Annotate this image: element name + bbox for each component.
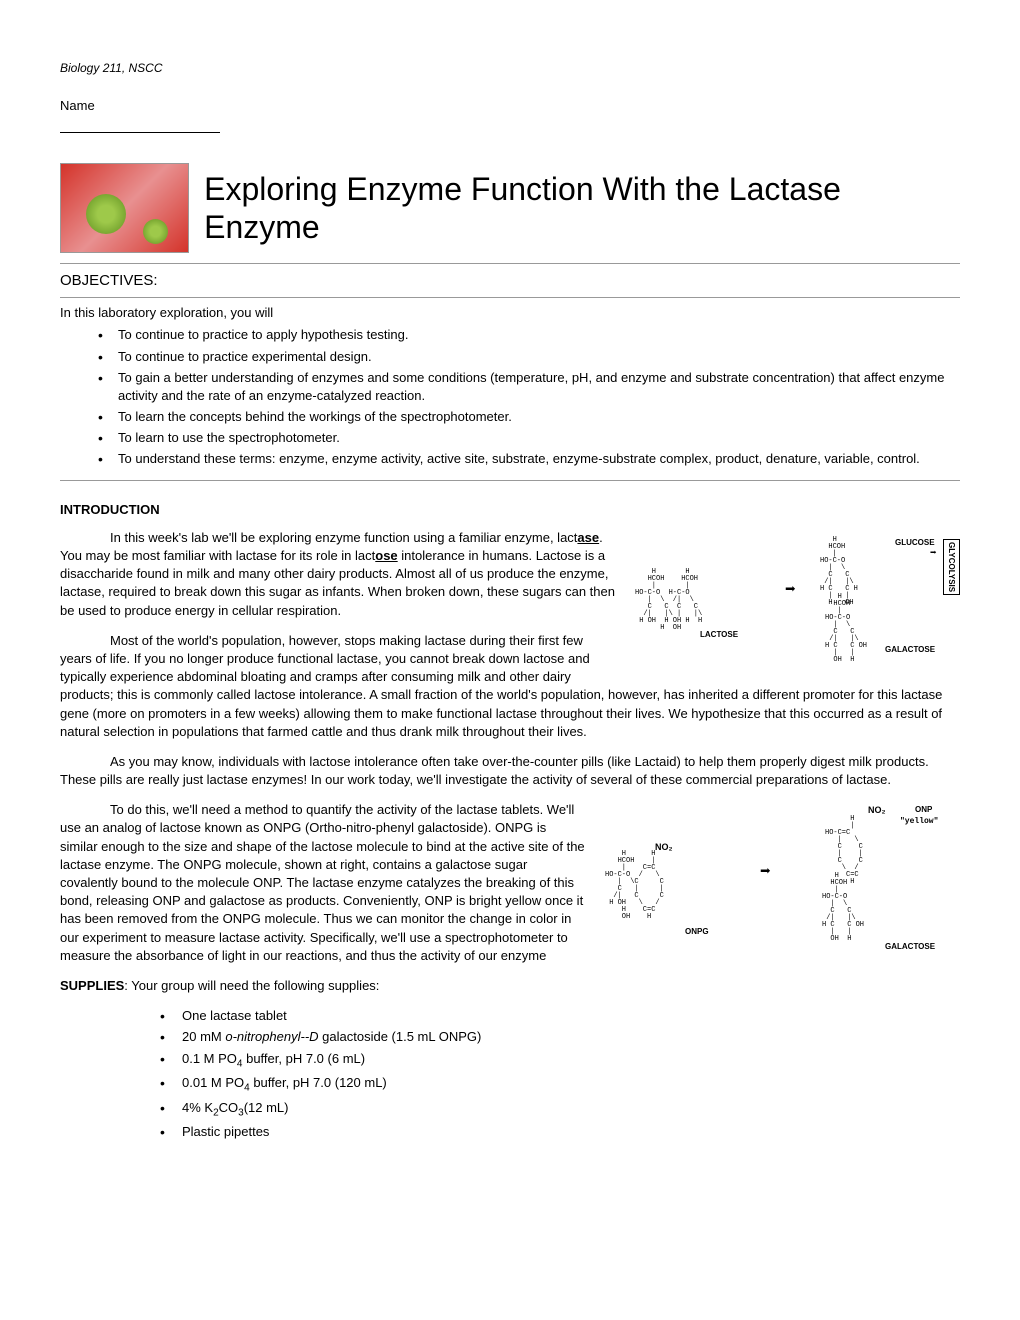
lactose-structure: H H HCOH HCOH | | HO-C-O H-C-O | \ /| \ … bbox=[635, 569, 702, 632]
name-field-row: Name bbox=[60, 97, 960, 133]
supply-item: 0.01 M PO4 buffer, pH 7.0 (120 mL) bbox=[160, 1074, 960, 1096]
onpg-structure: H H HCOH | | C=C HO-C-O / \ | \C C C | |… bbox=[605, 851, 664, 921]
supply-item: 20 mM o-nitrophenyl--D galactoside (1.5 … bbox=[160, 1028, 960, 1046]
name-underline bbox=[60, 119, 220, 133]
introduction-title: INTRODUCTION bbox=[60, 501, 960, 519]
galactose-structure-2: H HCOH | HO-C-O | \ C C /| |\ H C C OH |… bbox=[822, 873, 864, 943]
supplies-title: SUPPLIES bbox=[60, 978, 124, 993]
lactose-label: LACTOSE bbox=[700, 629, 738, 640]
galactose-structure: H HCOH | HO-C-O | \ C C /| |\ H C C OH |… bbox=[825, 594, 867, 664]
header-microbe-image bbox=[60, 163, 189, 253]
glycolysis-label: GLYCOLYSIS bbox=[943, 539, 960, 595]
objectives-header: OBJECTIVES: bbox=[60, 263, 960, 298]
name-label: Name bbox=[60, 98, 95, 113]
lactose-reaction-diagram: H H HCOH HCOH | | HO-C-O H-C-O | \ /| \ … bbox=[630, 529, 960, 659]
glycolysis-arrow: ➡ bbox=[930, 547, 937, 562]
reaction-arrow-2: ➡ bbox=[760, 861, 771, 886]
supply-item: 4% K2CO3(12 mL) bbox=[160, 1099, 960, 1121]
course-header: Biology 211, NSCC bbox=[60, 60, 960, 77]
objectives-list: To continue to practice to apply hypothe… bbox=[60, 326, 960, 480]
objective-item: To gain a better understanding of enzyme… bbox=[98, 369, 960, 405]
supply-item: Plastic pipettes bbox=[160, 1123, 960, 1141]
objective-item: To learn the concepts behind the working… bbox=[98, 408, 960, 426]
objective-item: To learn to use the spectrophotometer. bbox=[98, 429, 960, 447]
glucose-label: GLUCOSE bbox=[895, 537, 935, 548]
onpg-diagram: NO₂ H H HCOH | | C=C HO-C-O / \ | \C C C… bbox=[600, 801, 960, 951]
onpg-label: ONPG bbox=[685, 926, 709, 937]
supplies-section: SUPPLIES: Your group will need the follo… bbox=[60, 977, 960, 995]
supply-item: 0.1 M PO4 buffer, pH 7.0 (6 mL) bbox=[160, 1050, 960, 1072]
intro-para-3: As you may know, individuals with lactos… bbox=[60, 753, 960, 789]
supply-item: One lactase tablet bbox=[160, 1007, 960, 1025]
lactose-diagram: H H HCOH HCOH | | HO-C-O H-C-O | \ /| \ … bbox=[630, 529, 960, 659]
reaction-arrow: ➡ bbox=[785, 579, 796, 604]
objective-item: To continue to practice to apply hypothe… bbox=[98, 326, 960, 344]
yellow-label: "yellow" bbox=[900, 816, 938, 827]
title-section: Exploring Enzyme Function With the Lacta… bbox=[60, 163, 960, 253]
objectives-intro: In this laboratory exploration, you will bbox=[60, 304, 960, 322]
supplies-list: One lactase tablet 20 mM o-nitrophenyl--… bbox=[60, 1007, 960, 1141]
no2-label-2: NO₂ bbox=[868, 804, 886, 817]
galactose-label-2: GALACTOSE bbox=[885, 941, 935, 952]
main-title: Exploring Enzyme Function With the Lacta… bbox=[204, 170, 960, 247]
onp-label: ONP bbox=[915, 804, 932, 815]
onpg-reaction-diagram: NO₂ H H HCOH | | C=C HO-C-O / \ | \C C C… bbox=[600, 801, 960, 951]
supplies-intro-text: : Your group will need the following sup… bbox=[124, 978, 379, 993]
objective-item: To understand these terms: enzyme, enzym… bbox=[98, 450, 960, 468]
objective-item: To continue to practice experimental des… bbox=[98, 348, 960, 366]
galactose-label: GALACTOSE bbox=[885, 644, 935, 655]
